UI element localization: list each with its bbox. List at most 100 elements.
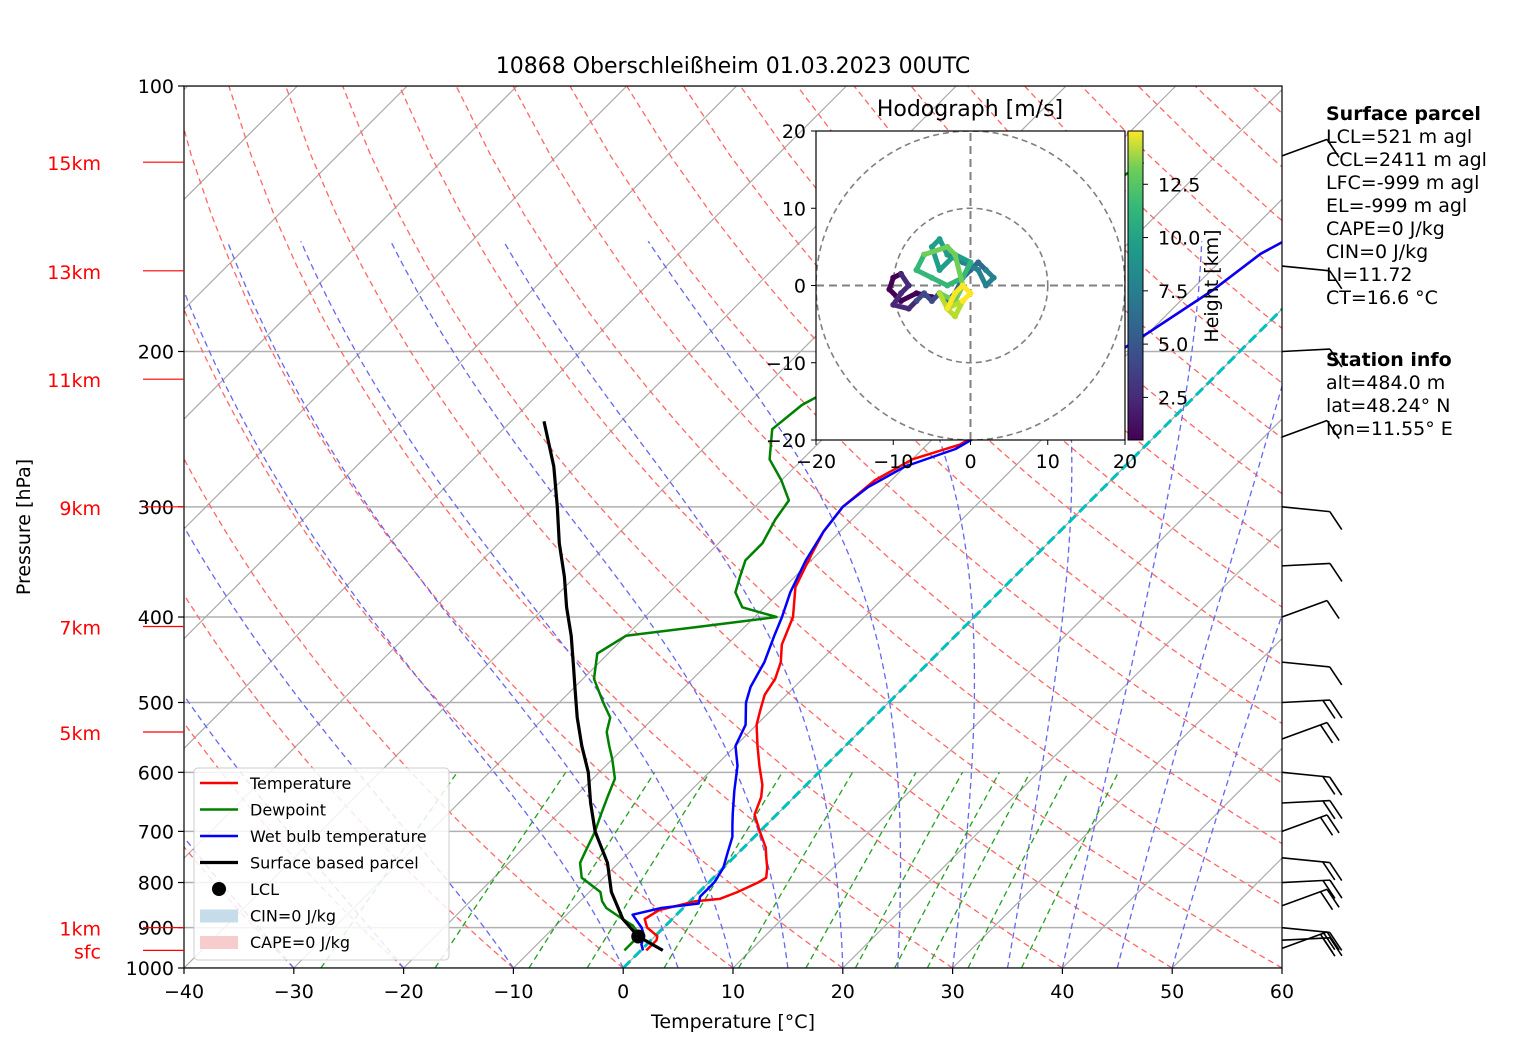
isotherm-line [512, 198, 1282, 968]
colorbar-tick-label: 5.0 [1158, 334, 1188, 356]
isotherm-line [184, 86, 738, 640]
legend-label: Dewpoint [250, 801, 326, 820]
height-label: 1km [59, 919, 101, 941]
wind-barb-feather [1322, 800, 1336, 820]
lcl-marker [631, 929, 646, 944]
moist-adiabat-line [1061, 241, 1203, 968]
x-tick-label: −30 [274, 981, 314, 1003]
wind-barb-feather [1326, 814, 1340, 834]
dry-adiabat-line [228, 86, 953, 968]
wind-barb [1281, 348, 1330, 353]
wind-barb-feather [1322, 931, 1336, 951]
wind-barb-feather [1322, 861, 1336, 881]
wind-barb [1281, 699, 1330, 704]
surface-parcel-panel: Surface parcel LCL=521 m agl CCL=2411 m … [1326, 103, 1487, 310]
hodograph-segment [952, 252, 966, 288]
hodograph-x-tick-label: 0 [964, 451, 976, 473]
mixing-ratio-line [967, 771, 1069, 968]
wind-barbs [1281, 138, 1343, 957]
wind-barb-feather [1326, 888, 1340, 908]
wind-barb [1281, 661, 1330, 668]
moist-adiabat-line [184, 694, 405, 968]
parcel-lcl: LCL=521 m agl [1326, 126, 1473, 148]
hodograph: −20 −10 0 10 20 −20 −10 0 10 20 Hodograph [m/s] 2… [766, 97, 1223, 473]
y-tick-label: 600 [138, 762, 174, 784]
wind-barb-feather [1329, 348, 1343, 368]
parcel-cape: CAPE=0 J/kg [1326, 218, 1445, 240]
hodograph-y-tick-label: 0 [794, 276, 806, 298]
x-axis-label: Temperature [°C] [650, 1011, 815, 1033]
y-tick-label: 900 [138, 918, 174, 940]
colorbar-label: Height [km] [1201, 229, 1223, 342]
wind-barb-feather [1326, 420, 1340, 439]
axis-ticks: −40 −30 −20 −10 0 10 20 30 40 50 60100090080070060… [126, 76, 1294, 1003]
mixing-ratio-line [894, 771, 1000, 968]
wind-barb-feather [1326, 600, 1340, 620]
y-tick-label: 1000 [126, 958, 174, 980]
station-lon: lon=11.55° E [1326, 418, 1453, 440]
hodograph-x-tick-label: 20 [1113, 451, 1137, 473]
parcel-ccl: CCL=2411 m agl [1326, 149, 1487, 171]
height-label: 5km [59, 723, 101, 745]
wind-barb [1281, 879, 1330, 884]
x-tick-label: 10 [721, 981, 745, 1003]
moist-adiabat-line [300, 241, 734, 968]
y-tick-label: 100 [138, 76, 174, 98]
surface-based-parcel-line [542, 420, 664, 952]
mixing-ratio-line [586, 771, 711, 968]
moist-adiabat-line [184, 525, 514, 968]
isotherm-line [952, 637, 1282, 968]
x-tick-label: 50 [1160, 981, 1184, 1003]
wind-barb [1281, 506, 1330, 513]
colorbar-tick-label: 12.5 [1158, 174, 1200, 196]
x-tick-label: 0 [617, 981, 629, 1003]
moist-adiabat-line [184, 289, 624, 968]
wind-barb-feather [1329, 776, 1343, 796]
height-label: sfc [74, 941, 101, 963]
chart-title: 10868 Oberschleißheim 01.03.2023 00UTC [496, 54, 971, 79]
isotherm-line [1061, 747, 1282, 968]
wind-barb [1281, 721, 1328, 740]
isotherm-line [184, 86, 847, 750]
wind-barb-feather [1329, 699, 1343, 719]
colorbar-tick-label: 10.0 [1158, 228, 1200, 250]
moist-adiabat-line [1116, 383, 1282, 968]
hodograph-y-tick-label: −10 [766, 353, 806, 375]
y-tick-label: 200 [138, 342, 174, 364]
wind-barb [1281, 888, 1328, 907]
wind-barb [1281, 265, 1330, 272]
wind-barb [1281, 419, 1328, 438]
surface-parcel-heading: Surface parcel [1326, 103, 1481, 125]
x-tick-label: 30 [941, 981, 965, 1003]
moist-adiabat-line [1171, 612, 1282, 968]
hodograph-title: Hodograph [m/s] [877, 97, 1063, 122]
parcel-ct: CT=16.6 °C [1326, 287, 1438, 309]
station-alt: alt=484.0 m [1326, 372, 1446, 394]
hodograph-x-tick-label: −10 [873, 451, 913, 473]
wind-barb [1281, 799, 1330, 804]
colorbar [1127, 130, 1144, 441]
x-tick-label: 60 [1270, 981, 1294, 1003]
moist-adiabat-line [647, 240, 902, 968]
y-tick-label: 700 [138, 821, 174, 843]
wind-barb-feather [1329, 937, 1343, 957]
wind-barb [1281, 771, 1330, 778]
y-tick-label: 500 [138, 692, 174, 714]
x-tick-label: −20 [384, 981, 424, 1003]
moist-adiabat-line [390, 241, 789, 968]
height-label: 7km [59, 617, 101, 639]
wind-barb-feather [1319, 891, 1334, 911]
parcel-el: EL=-999 m agl [1326, 195, 1468, 217]
moist-adiabat-line [831, 240, 976, 968]
height-label: 13km [47, 262, 101, 284]
moist-adiabat-line [503, 240, 844, 968]
legend-label: Surface based parcel [250, 854, 419, 873]
mixing-ratio-line [528, 771, 656, 968]
mixing-ratio-line [805, 771, 917, 968]
wind-barb-feather [1319, 933, 1334, 953]
wind-barb [1281, 857, 1330, 864]
wind-barb-feather [1329, 931, 1343, 951]
height-label: 9km [59, 498, 101, 520]
